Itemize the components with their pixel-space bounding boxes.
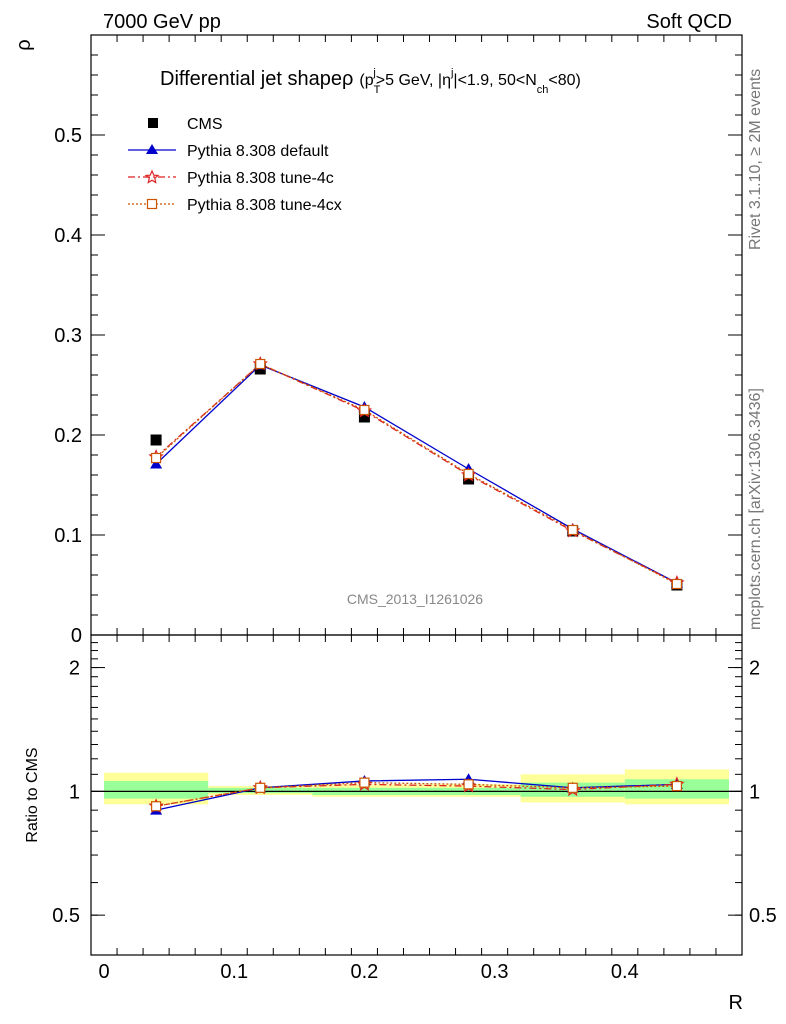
ratio-axis-ticks: 0.5 0.5 1 1 2 2 0 0.1 0.2 0.3 0.4 <box>52 635 777 983</box>
main-ytick-label-5: 0 <box>71 625 82 647</box>
header-right: Soft QCD <box>646 11 732 33</box>
chart-title-close: <80) <box>548 72 580 89</box>
legend-marker-tune4cx <box>146 198 158 210</box>
ratio-series-point-2-1 <box>255 782 266 793</box>
ratio-series-point-2-3 <box>463 779 474 790</box>
chart-title-sup-j2: j <box>450 67 453 79</box>
legend-marker-tune4c <box>144 169 160 184</box>
ratio-band-green-0 <box>104 780 209 799</box>
main-series-point-3-3 <box>463 468 474 480</box>
ratio-plot-frame <box>90 634 743 956</box>
legend-marker-cms <box>148 118 158 128</box>
main-series-point-3-0 <box>151 452 162 464</box>
xtick-label-2: 0.2 <box>351 961 379 983</box>
chart-title-sub-ch: ch <box>537 84 549 96</box>
main-series-point-3-4 <box>567 524 578 536</box>
legend: CMS Pythia 8.308 default Pythia 8.308 tu… <box>128 116 342 214</box>
main-ytick-label-4: 0.5 <box>54 125 82 147</box>
legend-entry-tune4cx: Pythia 8.308 tune-4cx <box>128 197 342 214</box>
main-series-line-3 <box>155 363 678 585</box>
header-left: 7000 GeV pp <box>103 11 221 33</box>
ratio-series-layer <box>148 773 685 815</box>
ratio-series-point-2-4 <box>567 782 578 793</box>
chart-title-sup-j: j <box>372 67 375 79</box>
chart-title-sub-t: T <box>374 84 381 96</box>
chart-title-rho: ρ <box>342 68 353 90</box>
mcplots-label: mcplots.cern.ch [arXiv:1306.3436] <box>747 388 764 630</box>
main-series-line-1 <box>155 364 678 584</box>
legend-entry-cms: CMS <box>148 116 223 133</box>
legend-label-tune4cx: Pythia 8.308 tune-4cx <box>187 197 342 214</box>
main-y-axis-label: ρ <box>13 39 35 50</box>
ratio-series-point-2-2 <box>359 777 370 788</box>
main-ytick-label-2: 0.3 <box>54 325 82 347</box>
ratio-ytick-label-right-1: 1 <box>749 781 760 803</box>
analysis-watermark: CMS_2013_I1261026 <box>347 591 483 607</box>
ratio-ytick-label-right-2: 2 <box>749 658 760 680</box>
xtick-label-3: 0.3 <box>481 961 509 983</box>
legend-label-cms: CMS <box>187 116 223 133</box>
main-ytick-label-1: 0.2 <box>54 425 82 447</box>
main-axis-ticks: 0.1 0.2 0.3 0.4 0.5 0 <box>54 34 743 647</box>
xtick-label-0: 0 <box>98 961 109 983</box>
chart-title-main: Differential jet shape <box>160 68 342 90</box>
ratio-ytick-label-left-2: 2 <box>69 658 80 680</box>
main-ytick-label-0: 0.1 <box>54 525 82 547</box>
x-axis-label: R <box>729 992 743 1014</box>
chart-title: Differential jet shapeρ (pTj>5 GeV, |ηj|<… <box>160 67 581 96</box>
ratio-y-axis-label: Ratio to CMS <box>24 747 41 842</box>
ratio-ytick-label-right-0: 0.5 <box>749 905 777 927</box>
legend-entry-default: Pythia 8.308 default <box>128 143 329 160</box>
ratio-ytick-label-left-1: 1 <box>69 781 80 803</box>
chart-title-cut-eta: |<1.9, 50<N <box>453 72 536 89</box>
legend-entry-tune4c: Pythia 8.308 tune-4c <box>128 169 334 187</box>
ratio-series-point-2-0 <box>151 801 162 812</box>
ratio-uncertainty-bands <box>91 769 742 805</box>
main-series-point-1-0 <box>150 458 163 469</box>
legend-label-tune4c: Pythia 8.308 tune-4c <box>187 170 334 187</box>
chart-title-cut-pt: >5 GeV, |η <box>376 72 451 89</box>
main-series-line-2 <box>155 363 678 584</box>
xtick-label-4: 0.4 <box>611 961 639 983</box>
rivet-label: Rivet 3.1.10, ≥ 2M events <box>747 69 764 250</box>
xtick-label-1: 0.1 <box>220 961 248 983</box>
main-series-point-3-1 <box>255 358 266 370</box>
chart-title-open: (p <box>359 72 373 89</box>
main-series-point-3-2 <box>359 404 370 416</box>
ratio-series-point-2-5 <box>671 780 683 792</box>
legend-label-default: Pythia 8.308 default <box>187 143 329 160</box>
ratio-ytick-label-left-0: 0.5 <box>52 905 80 927</box>
ratio-series-line-2 <box>155 781 677 807</box>
main-series-point-0-2 <box>358 411 370 423</box>
main-series-point-3-5 <box>671 578 683 590</box>
ratio-series-line-1 <box>155 783 677 807</box>
main-series-point-0-0 <box>150 434 162 446</box>
main-ytick-label-3: 0.4 <box>54 225 82 247</box>
legend-marker-default <box>146 144 158 154</box>
main-series-layer <box>148 355 685 591</box>
